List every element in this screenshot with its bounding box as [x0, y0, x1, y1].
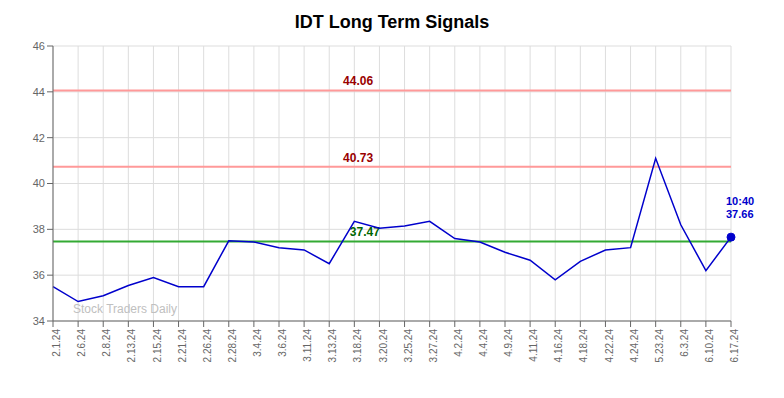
- svg-text:4.16.24: 4.16.24: [553, 329, 564, 363]
- svg-text:4.24.24: 4.24.24: [629, 329, 640, 363]
- svg-text:2.15.24: 2.15.24: [152, 329, 163, 363]
- html-text:IDT Long Term Signals: IDT Long Term Signals: [294, 12, 490, 32]
- svg-text:3.25.24: 3.25.24: [403, 329, 414, 363]
- svg-text:6.17.24: 6.17.24: [729, 329, 740, 363]
- svg-text:40.73: 40.73: [343, 151, 373, 165]
- svg-text:2.6.24: 2.6.24: [76, 329, 87, 357]
- svg-text:42: 42: [33, 132, 45, 144]
- svg-text:4.11.24: 4.11.24: [528, 329, 539, 362]
- svg-text:4.18.24: 4.18.24: [578, 329, 589, 363]
- svg-text:4.2.24: 4.2.24: [453, 329, 464, 357]
- svg-text:4.22.24: 4.22.24: [604, 329, 615, 363]
- svg-text:3.27.24: 3.27.24: [428, 329, 439, 363]
- svg-text:2.13.24: 2.13.24: [126, 329, 137, 363]
- svg-text:6.10.24: 6.10.24: [704, 329, 715, 363]
- svg-text:3.20.24: 3.20.24: [378, 329, 389, 363]
- svg-text:44.06: 44.06: [343, 74, 373, 88]
- svg-text:3.18.24: 3.18.24: [352, 329, 363, 363]
- svg-text:5.23.24: 5.23.24: [654, 329, 665, 363]
- svg-text:34: 34: [33, 315, 45, 327]
- svg-text:2.26.24: 2.26.24: [202, 329, 213, 363]
- svg-text:3.4.24: 3.4.24: [252, 329, 263, 357]
- svg-text:6.3.24: 6.3.24: [679, 329, 690, 357]
- svg-text:3.13.24: 3.13.24: [327, 329, 338, 363]
- svg-text:3.11.24: 3.11.24: [302, 329, 313, 362]
- svg-text:10:4037.66: 10:4037.66: [726, 195, 754, 220]
- svg-text:2.21.24: 2.21.24: [177, 329, 188, 363]
- svg-text:4.9.24: 4.9.24: [503, 329, 514, 357]
- svg-text:36: 36: [33, 269, 45, 281]
- svg-text:2.8.24: 2.8.24: [101, 329, 112, 357]
- svg-text:4.4.24: 4.4.24: [478, 329, 489, 357]
- svg-text:46: 46: [33, 40, 45, 52]
- svg-text:37.47: 37.47: [349, 225, 380, 240]
- svg-text:Stock Traders Daily: Stock Traders Daily: [73, 302, 177, 316]
- svg-text:2.28.24: 2.28.24: [227, 329, 238, 363]
- svg-text:38: 38: [33, 223, 45, 235]
- svg-text:40: 40: [33, 177, 45, 189]
- svg-text:44: 44: [33, 86, 45, 98]
- svg-text:3.6.24: 3.6.24: [277, 329, 288, 357]
- svg-text:2.1.24: 2.1.24: [51, 329, 62, 357]
